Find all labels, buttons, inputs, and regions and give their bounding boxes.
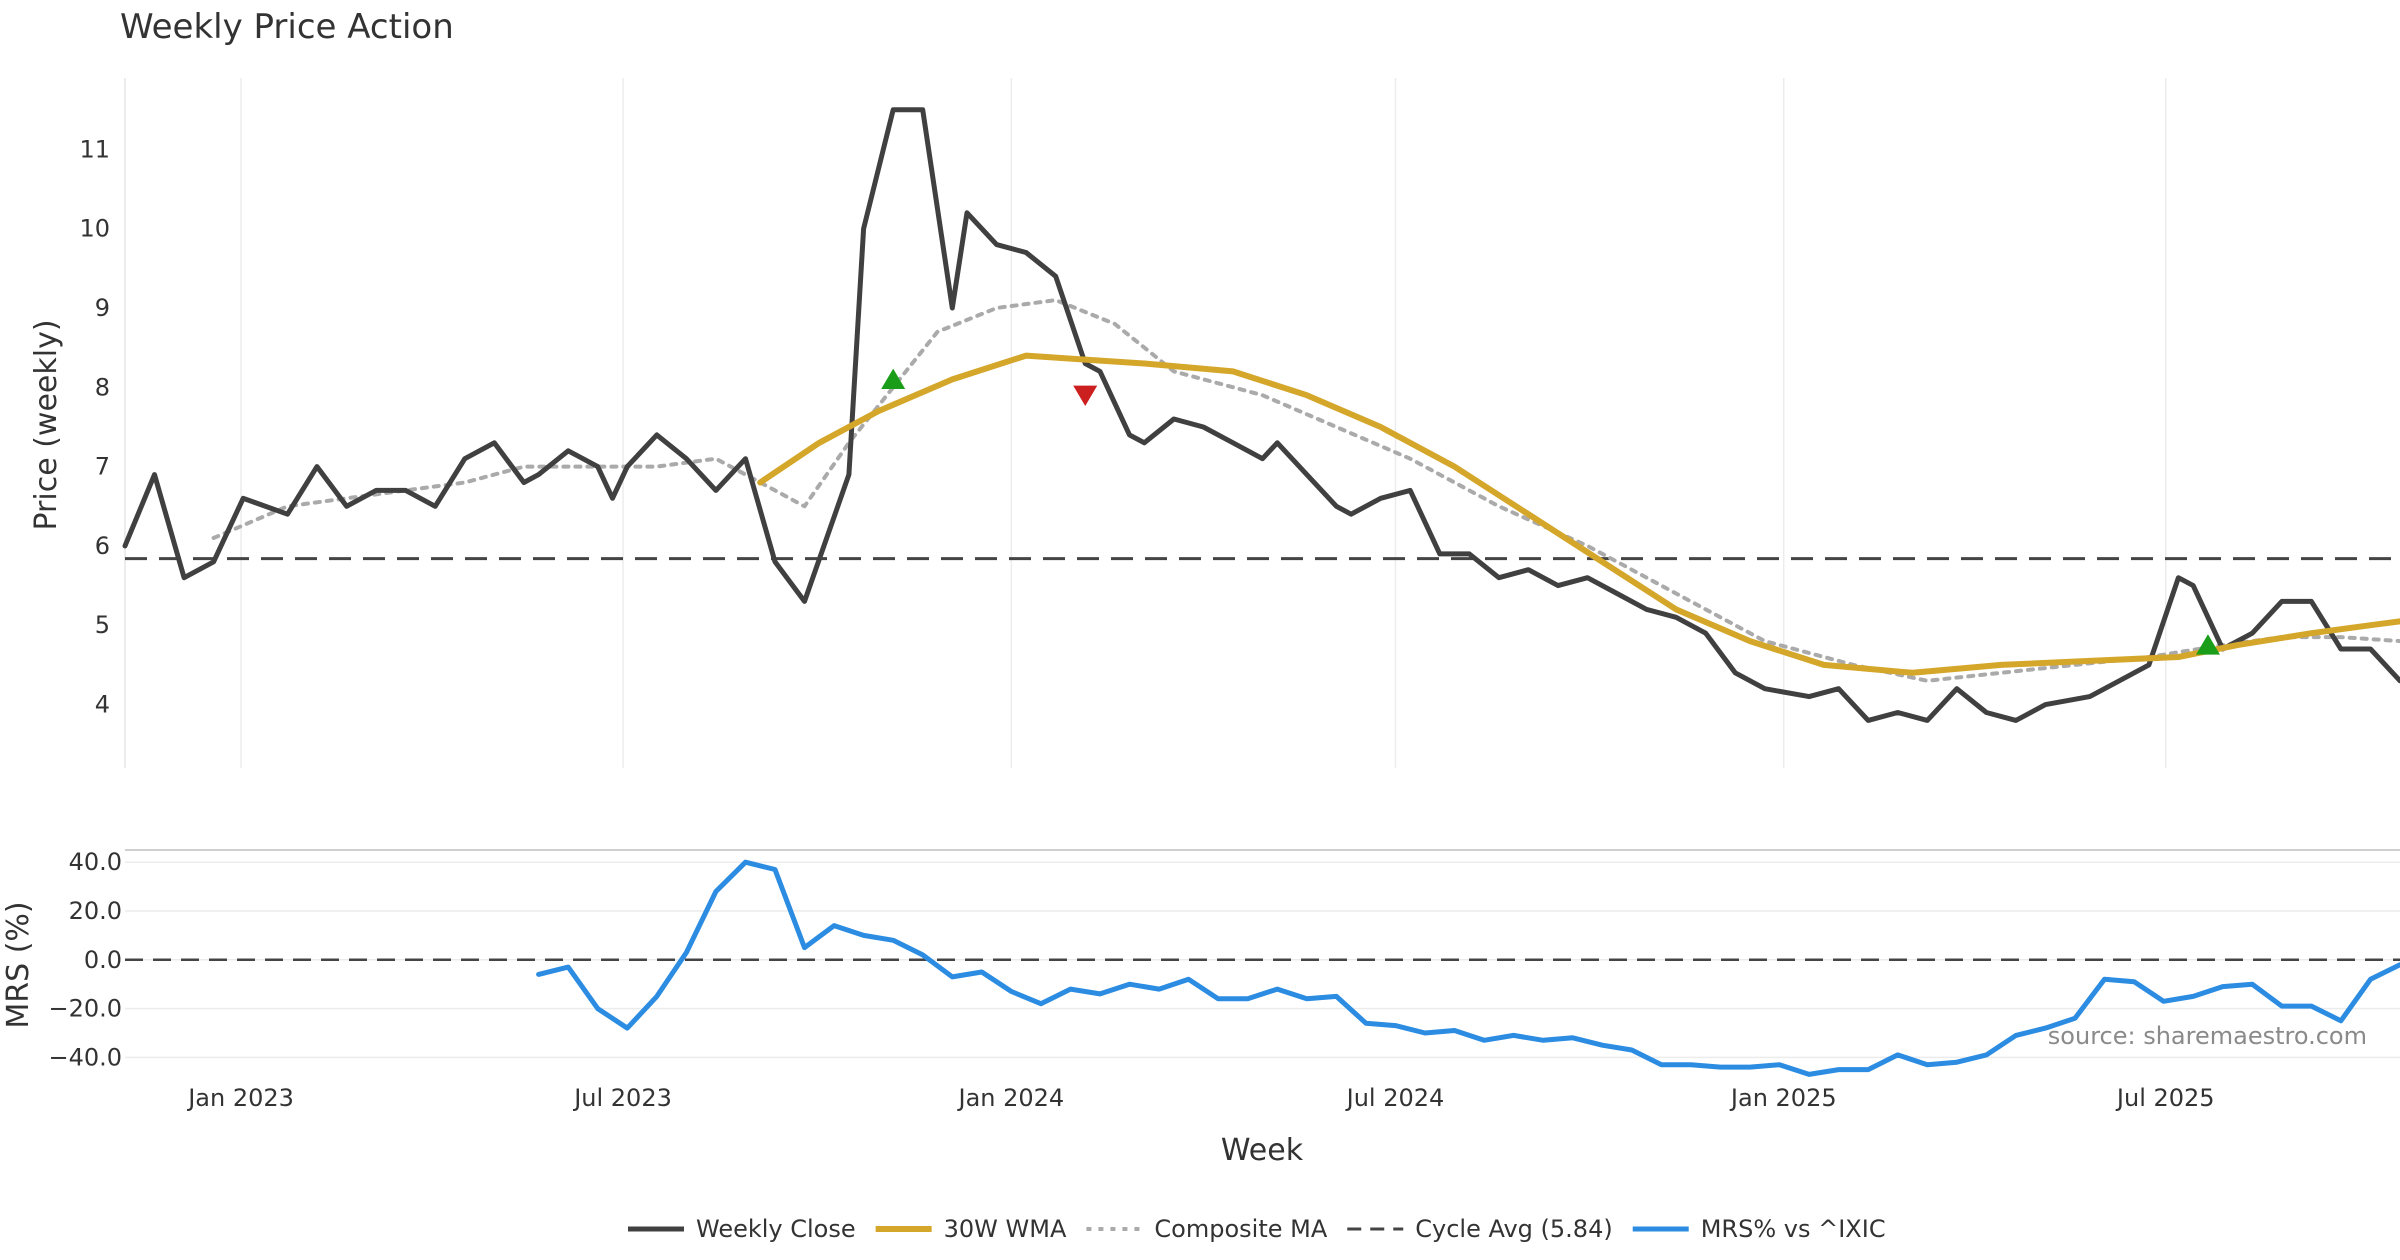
legend-label: Composite MA [1154, 1215, 1327, 1243]
price-y-axis-title: Price (weekly) [29, 319, 64, 530]
x-tick-label: Jul 2023 [572, 1084, 672, 1112]
chart-title: Weekly Price Action [120, 7, 454, 47]
mrs-y-axis-title: MRS (%) [1, 901, 36, 1028]
series-composite-ma [211, 298, 2400, 683]
x-tick-label: Jul 2024 [1345, 1084, 1445, 1112]
legend-label: Cycle Avg (5.84) [1415, 1215, 1612, 1243]
price-y-tick-label: 11 [79, 135, 110, 163]
sell-signal-marker [1073, 385, 1098, 407]
mrs-y-tick-label: 0.0 [84, 946, 122, 974]
price-y-tick-label: 7 [95, 453, 110, 481]
price-y-tick-label: 4 [95, 691, 110, 719]
buy-signal-marker [881, 368, 906, 389]
price-y-tick-label: 6 [95, 532, 110, 560]
series-weekly-close [122, 107, 2400, 723]
price-y-ticks: 4 5 6 7 8 9 10 11 [79, 135, 110, 718]
legend: Weekly Close 30W WMA Composite MA Cycle Avg… [628, 1215, 1886, 1243]
mrs-y-ticks: 40.0 20.0 0.0 −20.0 −40.0 [48, 848, 122, 1071]
mrs-panel: 40.0 20.0 0.0 −20.0 −40.0 MRS (%) source: sh… [1, 848, 2400, 1077]
mrs-y-tick-label: 20.0 [69, 897, 122, 925]
legend-label: 30W WMA [944, 1215, 1067, 1243]
x-tick-label: Jan 2025 [1729, 1084, 1837, 1112]
price-y-tick-label: 8 [95, 373, 110, 401]
price-y-tick-label: 5 [95, 611, 110, 639]
mrs-series [536, 859, 2400, 1077]
x-tick-label: Jan 2024 [957, 1084, 1065, 1112]
x-tick-label: Jan 2023 [186, 1084, 294, 1112]
mrs-y-tick-label: −20.0 [48, 995, 122, 1023]
source-annotation: source: sharemaestro.com [2048, 1022, 2367, 1050]
price-series [122, 107, 2400, 723]
legend-label: Weekly Close [696, 1215, 856, 1243]
x-tick-label: Jul 2025 [2115, 1084, 2215, 1112]
signal-markers [881, 368, 2220, 655]
price-y-tick-label: 10 [79, 215, 110, 243]
x-axis-title: Week [1221, 1133, 1304, 1168]
x-axis-ticks: Jan 2023 Jul 2023 Jan 2024 Jul 2024 Jan 2025… [186, 1084, 2214, 1112]
mrs-y-tick-label: 40.0 [69, 848, 122, 876]
series-30w-wma [757, 352, 2400, 676]
price-gridlines [240, 78, 2167, 768]
legend-label: MRS% vs ^IXIC [1701, 1215, 1886, 1243]
buy-signal-marker [2195, 634, 2220, 655]
price-y-tick-label: 9 [95, 294, 110, 322]
series-mrs-vs-ixic [536, 859, 2400, 1077]
mrs-y-tick-label: −40.0 [48, 1043, 122, 1071]
price-panel: 4 5 6 7 8 9 10 11 Price (weekly) [29, 78, 2400, 768]
